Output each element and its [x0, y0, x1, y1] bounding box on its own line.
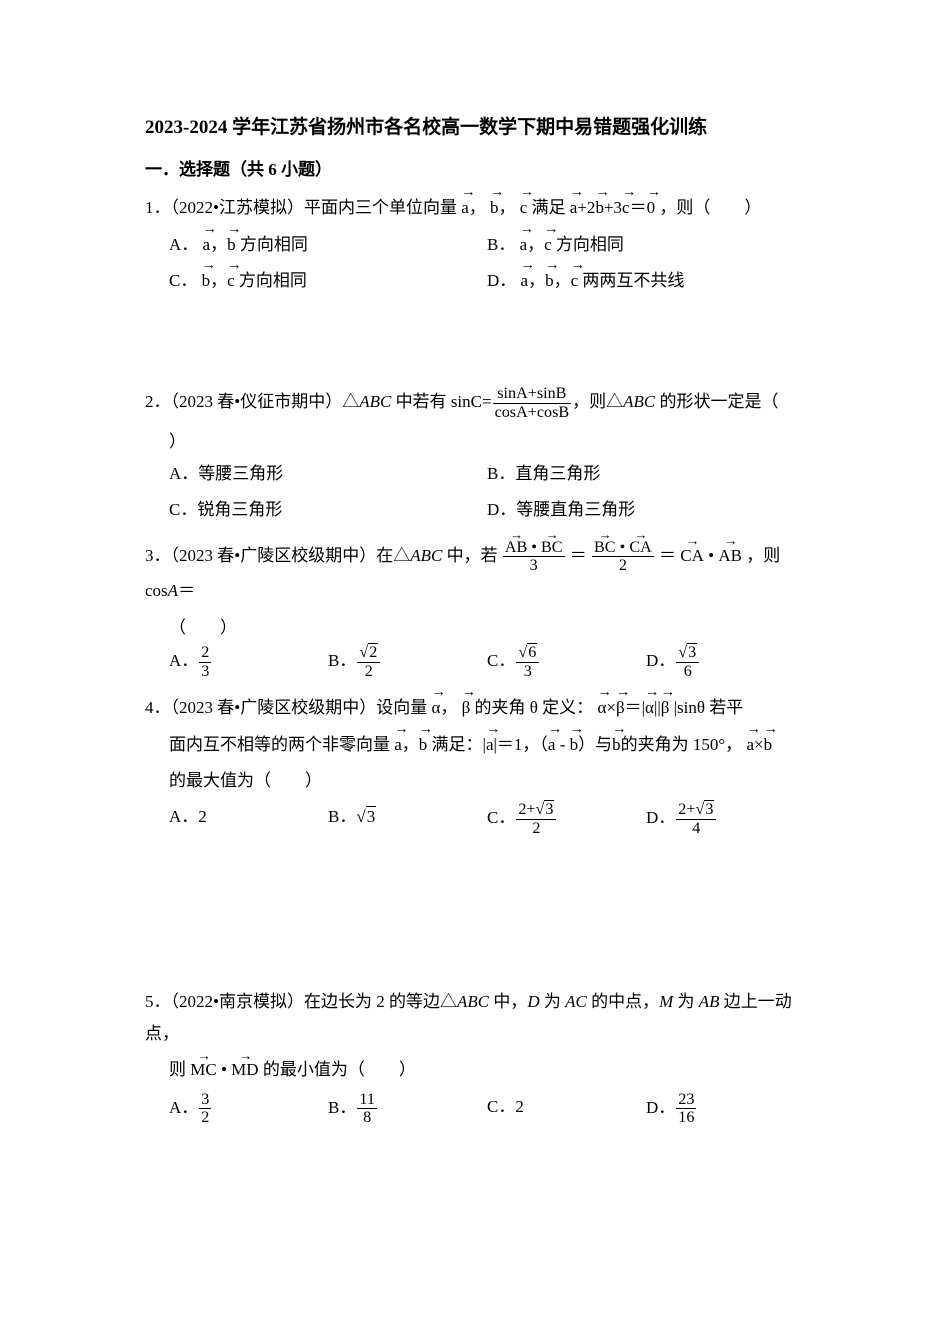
q5-option-C[interactable]: C．2: [487, 1091, 646, 1128]
q3-option-A[interactable]: A．23: [169, 644, 328, 681]
q4-option-B[interactable]: B．3: [328, 801, 487, 838]
vector-b-icon: b: [595, 192, 604, 224]
q1-option-A[interactable]: A． a，b 方向相同: [169, 229, 487, 261]
vector-c-icon: c: [622, 192, 630, 224]
q2-option-C[interactable]: C．锐角三角形: [169, 494, 487, 526]
section-heading: 一．选择题（共 6 小题）: [145, 154, 805, 186]
q5-option-B[interactable]: B．118: [328, 1091, 487, 1128]
q5-option-A[interactable]: A．32: [169, 1091, 328, 1128]
q5-meta: 5．（2022•南京模拟）在边长为 2 的等边△: [145, 992, 457, 1011]
question-2: 2．（2023 春•仪征市期中）△ABC 中若有 sinC=sinA+sinBc…: [145, 385, 805, 526]
q4-option-C[interactable]: C．2+32: [487, 801, 646, 838]
q4-option-A[interactable]: A．2: [169, 801, 328, 838]
vector-zero-icon: 0: [647, 192, 656, 224]
q2-option-D[interactable]: D．等腰直角三角形: [487, 494, 805, 526]
question-4: 4．（2023 春•广陵区校级期中）设向量 α， β 的夹角 θ 定义： α×β…: [145, 692, 805, 837]
q3-option-D[interactable]: D．36: [646, 644, 805, 681]
q1-meta: 1．（2022•江苏模拟）平面内三个单位向量: [145, 198, 457, 217]
fraction-icon: AB • BC3: [503, 539, 565, 576]
vector-a-icon: a: [461, 192, 469, 224]
question-1: 1．（2022•江苏模拟）平面内三个单位向量 a， b， c 满足 a+2b+3…: [145, 192, 805, 297]
q3-meta: 3．（2023 春•广陵区校级期中）在△: [145, 546, 410, 565]
q3-option-B[interactable]: B．22: [328, 644, 487, 681]
q2-meta: 2．（2023 春•仪征市期中）△: [145, 392, 359, 411]
question-3: 3．（2023 春•广陵区校级期中）在△ABC 中，若 AB • BC3 ＝ B…: [145, 539, 805, 681]
fraction-icon: BC • CA2: [592, 539, 654, 576]
q1-option-D[interactable]: D． a，b，c 两两互不共线: [487, 265, 805, 297]
q2-option-A[interactable]: A．等腰三角形: [169, 458, 487, 490]
q1-tail: ，则（ ）: [659, 198, 761, 217]
fraction-icon: sinA+sinBcosA+cosB: [493, 385, 572, 422]
q1-mid: 满足: [532, 198, 566, 217]
question-5: 5．（2022•南京模拟）在边长为 2 的等边△ABC 中，D 为 AC 的中点…: [145, 986, 805, 1127]
q3-option-C[interactable]: C．63: [487, 644, 646, 681]
vector-a-icon: a: [570, 192, 578, 224]
vector-b-icon: b: [490, 192, 499, 224]
q2-option-B[interactable]: B．直角三角形: [487, 458, 805, 490]
q4-meta: 4．（2023 春•广陵区校级期中）设向量: [145, 698, 431, 717]
q1-option-C[interactable]: C． b，c 方向相同: [169, 265, 487, 297]
q4-option-D[interactable]: D．2+34: [646, 801, 805, 838]
q5-option-D[interactable]: D．2316: [646, 1091, 805, 1128]
doc-title: 2023-2024 学年江苏省扬州市各名校高一数学下期中易错题强化训练: [145, 110, 805, 146]
